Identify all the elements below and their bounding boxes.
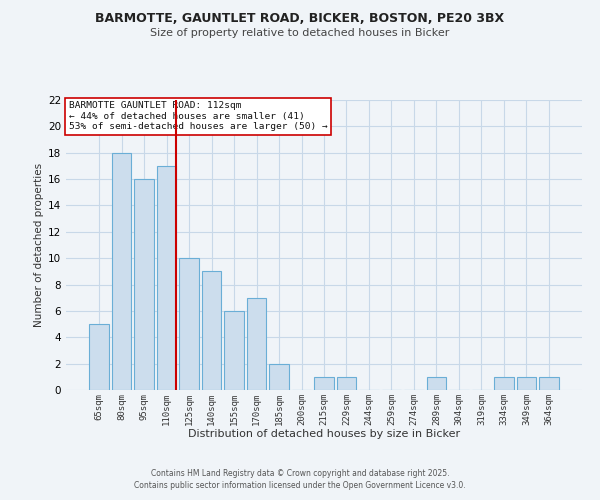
- Bar: [427, 377, 446, 390]
- Bar: [89, 324, 109, 390]
- Y-axis label: Number of detached properties: Number of detached properties: [34, 163, 44, 327]
- Text: BARMOTTE GAUNTLET ROAD: 112sqm
← 44% of detached houses are smaller (41)
53% of : BARMOTTE GAUNTLET ROAD: 112sqm ← 44% of …: [68, 102, 328, 132]
- Bar: [539, 377, 559, 390]
- Bar: [157, 166, 176, 390]
- Bar: [179, 258, 199, 390]
- Text: Contains public sector information licensed under the Open Government Licence v3: Contains public sector information licen…: [134, 481, 466, 490]
- Bar: [337, 377, 356, 390]
- Bar: [224, 311, 244, 390]
- Text: Contains HM Land Registry data © Crown copyright and database right 2025.: Contains HM Land Registry data © Crown c…: [151, 468, 449, 477]
- Bar: [517, 377, 536, 390]
- Bar: [247, 298, 266, 390]
- Bar: [112, 152, 131, 390]
- Bar: [269, 364, 289, 390]
- Bar: [202, 272, 221, 390]
- Text: BARMOTTE, GAUNTLET ROAD, BICKER, BOSTON, PE20 3BX: BARMOTTE, GAUNTLET ROAD, BICKER, BOSTON,…: [95, 12, 505, 26]
- Text: Size of property relative to detached houses in Bicker: Size of property relative to detached ho…: [151, 28, 449, 38]
- X-axis label: Distribution of detached houses by size in Bicker: Distribution of detached houses by size …: [188, 429, 460, 439]
- Bar: [494, 377, 514, 390]
- Bar: [134, 179, 154, 390]
- Bar: [314, 377, 334, 390]
